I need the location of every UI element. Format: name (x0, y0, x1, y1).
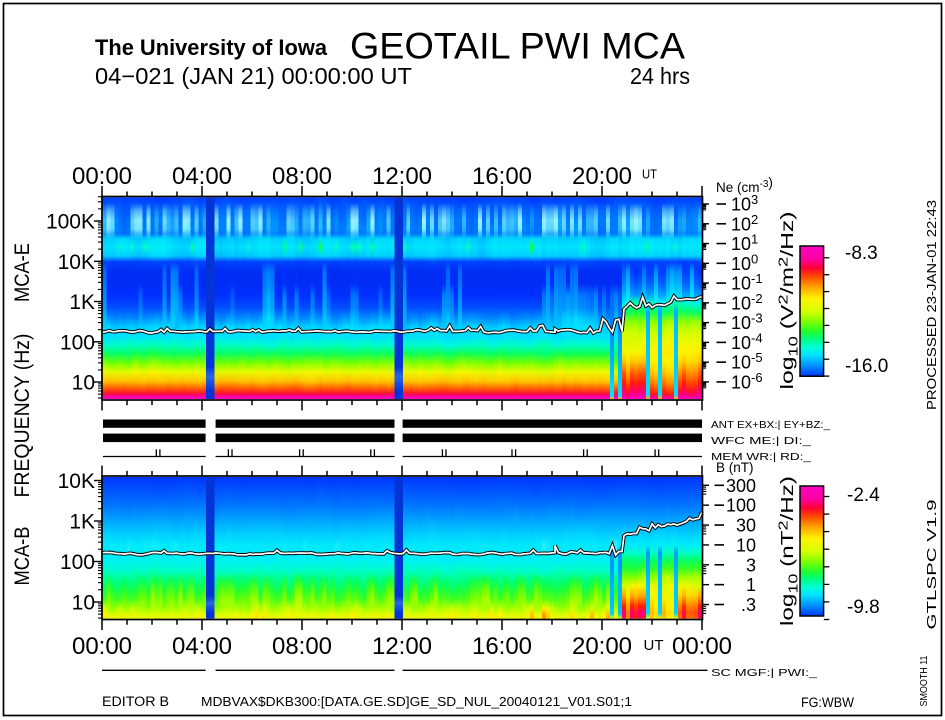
svg-text:PROCESSED 23-JAN-01 22:43: PROCESSED 23-JAN-01 22:43 (925, 200, 939, 410)
svg-text:10: 10 (72, 372, 95, 395)
svg-text:-8.3: -8.3 (845, 243, 878, 264)
svg-text:08:00: 08:00 (272, 633, 332, 660)
svg-text:10: 10 (72, 592, 95, 615)
svg-text:24 hrs: 24 hrs (630, 63, 690, 89)
svg-text:12:00: 12:00 (372, 633, 432, 660)
svg-text:FREQUENCY (Hz): FREQUENCY (Hz) (11, 334, 34, 498)
svg-text:10: 10 (736, 535, 756, 555)
svg-text:UT: UT (644, 637, 664, 654)
svg-text:04:00: 04:00 (172, 163, 232, 190)
svg-text:EDITOR B: EDITOR B (102, 694, 169, 709)
svg-text:MCA-B: MCA-B (11, 527, 34, 586)
svg-text:ANT EX+BX:| EY+BZ:_: ANT EX+BX:| EY+BZ:_ (711, 419, 830, 431)
svg-text:SC MGF:| PWI:_: SC MGF:| PWI:_ (711, 667, 817, 679)
svg-text:10K: 10K (58, 470, 95, 493)
svg-text:1: 1 (746, 575, 756, 595)
svg-text:MCA-E: MCA-E (11, 243, 34, 302)
svg-text:GEOTAIL PWI MCA: GEOTAIL PWI MCA (350, 26, 685, 67)
svg-text:B (nT): B (nT) (716, 460, 754, 475)
svg-text:20:00: 20:00 (572, 163, 632, 190)
svg-text:04:00: 04:00 (172, 633, 232, 660)
svg-text:100: 100 (60, 551, 95, 574)
svg-text:04−021 (JAN 21) 00:00:00 UT: 04−021 (JAN 21) 00:00:00 UT (95, 63, 412, 89)
svg-text:MDBVAX$DKB300:[DATA.GE.SD]GE_S: MDBVAX$DKB300:[DATA.GE.SD]GE_SD_NUL_2004… (201, 694, 632, 709)
svg-text:16:00: 16:00 (472, 163, 532, 190)
svg-text:FG:WBW: FG:WBW (801, 695, 854, 710)
svg-text:300: 300 (726, 476, 756, 496)
svg-text:30: 30 (736, 516, 756, 536)
svg-text:log10 (nT2/Hz): log10 (nT2/Hz) (776, 476, 801, 626)
svg-text:SMOOTH 11: SMOOTH 11 (919, 655, 930, 706)
svg-text:-16.0: -16.0 (845, 356, 888, 377)
svg-text:10K: 10K (58, 251, 95, 274)
svg-text:20:00: 20:00 (572, 633, 632, 660)
svg-text:-9.8: -9.8 (847, 597, 880, 618)
svg-text:1K: 1K (69, 511, 95, 534)
svg-text:08:00: 08:00 (272, 163, 332, 190)
svg-text:MEM WR:| RD:_: MEM WR:| RD:_ (711, 451, 811, 463)
svg-text:00:00: 00:00 (72, 633, 132, 660)
svg-text:1K: 1K (69, 291, 95, 314)
svg-text:00:00: 00:00 (72, 163, 132, 190)
svg-text:100: 100 (726, 496, 756, 516)
svg-text:-2.4: -2.4 (847, 485, 880, 506)
svg-text:.3: .3 (741, 595, 756, 615)
svg-text:GTLSPC V1.9: GTLSPC V1.9 (924, 500, 939, 630)
svg-text:00:00: 00:00 (672, 633, 732, 660)
svg-text:3: 3 (746, 555, 756, 575)
svg-text:100K: 100K (46, 211, 95, 234)
svg-text:Ne (cm-3): Ne (cm-3) (716, 175, 773, 195)
svg-text:12:00: 12:00 (372, 163, 432, 190)
svg-text:UT: UT (642, 167, 657, 182)
svg-text:16:00: 16:00 (472, 633, 532, 660)
svg-text:The University of Iowa: The University of Iowa (95, 35, 328, 60)
svg-text:WFC ME:| DI:_: WFC ME:| DI:_ (711, 435, 811, 447)
svg-text:100: 100 (60, 331, 95, 354)
